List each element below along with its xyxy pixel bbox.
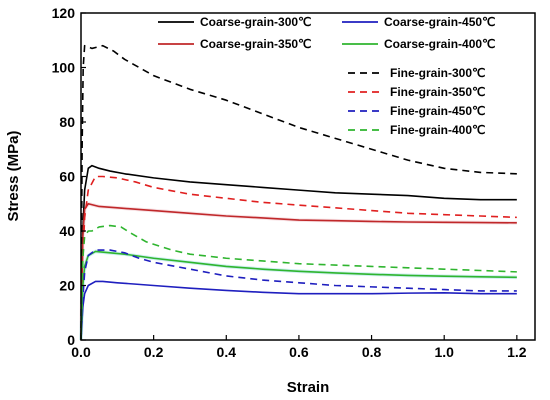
y-tick-label: 80 (59, 114, 75, 130)
series-line-2 (80, 202, 517, 341)
legend-label-7: Fine-grain-400℃ (390, 123, 486, 137)
x-tick-label: 1.0 (434, 344, 454, 360)
series-line-7 (80, 224, 517, 341)
series-line-6 (80, 249, 517, 341)
x-tick-label: 0.6 (289, 344, 309, 360)
y-tick-label: 20 (59, 278, 75, 294)
series-line-0 (80, 164, 517, 341)
y-axis: 0 20 40 60 80 100 120 (52, 5, 86, 348)
y-axis-title: Stress (MPa) (5, 131, 22, 222)
x-tick-label: 0.8 (362, 344, 382, 360)
y-tick-label: 0 (67, 332, 75, 348)
series-lines (80, 44, 517, 341)
legend-label-0: Coarse-grain-300℃ (200, 15, 312, 29)
plot-area (79, 12, 536, 341)
x-tick-label: 0.0 (71, 344, 91, 360)
y-tick-label: 40 (59, 223, 75, 239)
x-axis-title: Strain (287, 379, 330, 396)
legend: Coarse-grain-300℃ Coarse-grain-450℃ Coarse… (158, 15, 496, 137)
legend-label-2: Coarse-grain-350℃ (200, 37, 312, 51)
series-line-5 (80, 175, 517, 341)
x-tick-label: 0.4 (217, 344, 237, 360)
x-tick-label: 0.2 (144, 344, 164, 360)
legend-label-3: Coarse-grain-400℃ (384, 37, 496, 51)
y-tick-label: 120 (52, 5, 76, 21)
series-line-4 (80, 44, 517, 341)
series-line-1 (80, 280, 517, 341)
legend-label-5: Fine-grain-350℃ (390, 85, 486, 99)
y-tick-label: 60 (59, 169, 75, 185)
y-tick-label: 100 (52, 60, 76, 76)
legend-label-4: Fine-grain-300℃ (390, 66, 486, 80)
x-axis: 0.0 0.2 0.4 0.6 0.8 1.0 1.2 (71, 335, 527, 360)
series-band-3 (79, 249, 517, 341)
legend-label-6: Fine-grain-450℃ (390, 104, 486, 118)
series-line-3 (80, 250, 517, 341)
legend-label-1: Coarse-grain-450℃ (384, 15, 496, 29)
x-tick-label: 1.2 (507, 344, 527, 360)
